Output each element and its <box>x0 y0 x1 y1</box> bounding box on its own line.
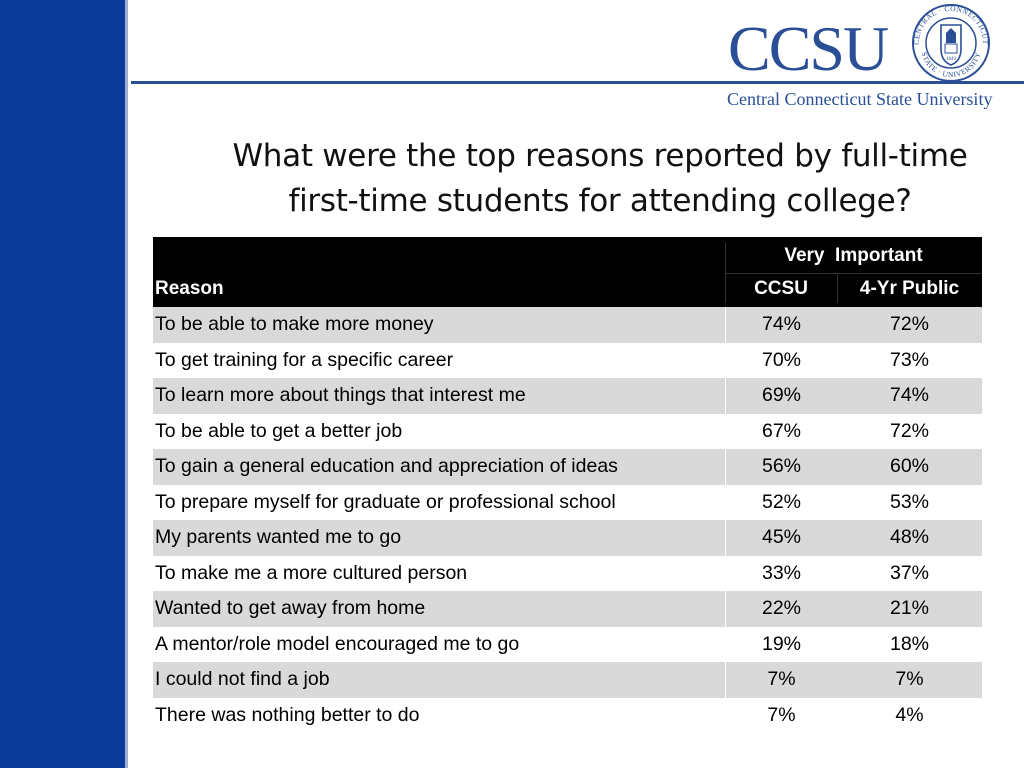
table-row: To prepare myself for graduate or profes… <box>153 484 982 520</box>
public-value-cell: 4% <box>895 703 924 726</box>
reason-cell: Wanted to get away from home <box>155 597 426 620</box>
public-value-cell: 37% <box>889 561 930 584</box>
public-value-cell: 72% <box>889 419 930 442</box>
ccsu-value-cell: 33% <box>725 555 837 591</box>
ccsu-value-cell: 19% <box>725 626 837 662</box>
reason-cell: To make me a more cultured person <box>155 561 468 584</box>
ccsu-value-cell: 69% <box>725 378 837 414</box>
ccsu-value-cell: 45% <box>725 520 837 556</box>
ccsu-value-cell: 7% <box>725 697 837 733</box>
svg-text:1849: 1849 <box>946 57 957 62</box>
table-row: Wanted to get away from home 22% 21% <box>153 591 982 627</box>
header-group-label: Very Important <box>784 245 923 266</box>
public-value-cell: 18% <box>889 632 930 655</box>
left-accent-bar <box>0 0 128 768</box>
public-value-cell: 74% <box>889 384 930 407</box>
reason-cell: To gain a general education and apprecia… <box>155 455 618 478</box>
table-row: To gain a general education and apprecia… <box>153 449 982 485</box>
ccsu-value-cell: 56% <box>725 449 837 485</box>
university-full-name: Central Connecticut State University <box>727 89 993 109</box>
header-reason: Reason <box>155 278 224 299</box>
header-rule <box>131 81 1024 84</box>
ccsu-wordmark: CCSU <box>728 13 889 84</box>
table-row: To be able to make more money 74% 72% <box>153 307 982 343</box>
table-row: My parents wanted me to go 45% 48% <box>153 520 982 556</box>
reason-cell: To learn more about things that interest… <box>155 384 526 407</box>
reason-cell: A mentor/role model encouraged me to go <box>155 632 520 655</box>
ccsu-value-cell: 22% <box>725 591 837 627</box>
reason-cell: To get training for a specific career <box>155 348 454 371</box>
header-4yr-public: 4-Yr Public <box>859 278 960 299</box>
reason-cell: There was nothing better to do <box>155 703 420 726</box>
public-value-cell: 21% <box>889 597 930 620</box>
ccsu-value-cell: 74% <box>725 307 837 343</box>
public-value-cell: 73% <box>889 348 930 371</box>
table-row: A mentor/role model encouraged me to go 1… <box>153 626 982 662</box>
table-body: To be able to make more money 74% 72% To ge… <box>153 307 982 733</box>
public-value-cell: 7% <box>895 668 924 691</box>
reason-cell: To be able to get a better job <box>155 419 403 442</box>
table-row: To make me a more cultured person 33% 37% <box>153 555 982 591</box>
reason-cell: I could not find a job <box>155 668 330 691</box>
reason-cell: To prepare myself for graduate or profes… <box>155 490 616 513</box>
public-value-cell: 53% <box>889 490 930 513</box>
table-row: To learn more about things that interest… <box>153 378 982 414</box>
public-value-cell: 72% <box>889 313 930 336</box>
table-header: Very Important Reason CCSU 4-Yr Public <box>153 237 982 307</box>
table-row: There was nothing better to do 7% 4% <box>153 697 982 733</box>
slide-title: What were the top reasons reported by fu… <box>232 138 968 219</box>
public-value-cell: 60% <box>889 455 930 478</box>
reason-cell: My parents wanted me to go <box>155 526 402 549</box>
ccsu-value-cell: 70% <box>725 342 837 378</box>
reasons-table: Very Important Reason CCSU 4-Yr Public T… <box>153 237 982 733</box>
ccsu-value-cell: 7% <box>725 662 837 698</box>
table-row: I could not find a job 7% 7% <box>153 662 982 698</box>
ccsu-value-cell: 67% <box>725 413 837 449</box>
reason-cell: To be able to make more money <box>155 313 434 336</box>
header-divider <box>725 273 982 274</box>
header-divider <box>837 275 838 303</box>
ccsu-value-cell: 52% <box>725 484 837 520</box>
header-ccsu: CCSU <box>754 278 808 299</box>
table-row: To be able to get a better job 67% 72% <box>153 413 982 449</box>
table-row: To get training for a specific career 70%… <box>153 342 982 378</box>
university-seal-icon: CENTRAL · CONNECTICUT STATE · UNIVERSITY… <box>912 4 990 82</box>
public-value-cell: 48% <box>889 526 930 549</box>
